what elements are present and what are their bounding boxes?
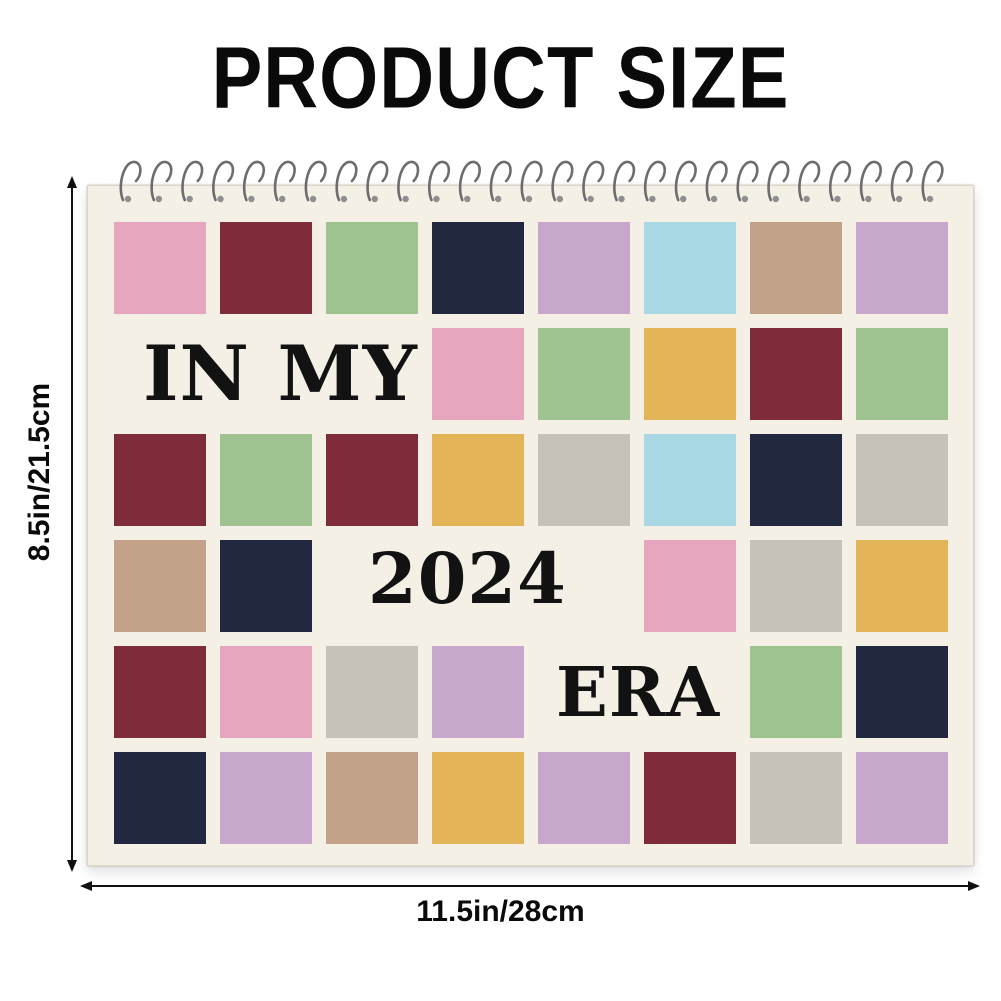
height-arrow-head-bottom bbox=[67, 860, 77, 872]
color-block bbox=[856, 222, 948, 314]
color-block bbox=[432, 222, 524, 314]
color-block bbox=[644, 752, 736, 844]
calendar-cover: IN MY 2024 ERA bbox=[87, 185, 974, 866]
color-block bbox=[114, 222, 206, 314]
color-block bbox=[114, 434, 206, 526]
cover-text-era: ERA bbox=[556, 653, 721, 733]
color-block bbox=[856, 752, 948, 844]
color-block bbox=[538, 328, 630, 420]
width-label: 11.5in/28cm bbox=[416, 895, 585, 928]
color-block bbox=[114, 540, 206, 632]
color-block bbox=[114, 646, 206, 738]
color-block bbox=[856, 434, 948, 526]
color-block bbox=[538, 434, 630, 526]
color-block bbox=[538, 752, 630, 844]
color-block bbox=[750, 222, 842, 314]
width-arrow-head-left bbox=[80, 881, 92, 891]
width-arrow-head-right bbox=[968, 881, 980, 891]
color-block bbox=[326, 434, 418, 526]
color-block bbox=[220, 540, 312, 632]
color-block bbox=[856, 328, 948, 420]
color-block bbox=[750, 540, 842, 632]
color-block bbox=[220, 434, 312, 526]
color-block-grid bbox=[114, 222, 948, 844]
color-block bbox=[220, 752, 312, 844]
color-block bbox=[644, 540, 736, 632]
color-block bbox=[432, 646, 524, 738]
height-label: 8.5in/21.5cm bbox=[23, 382, 56, 562]
color-block bbox=[326, 646, 418, 738]
color-block bbox=[750, 434, 842, 526]
color-block bbox=[220, 222, 312, 314]
color-block bbox=[750, 752, 842, 844]
color-block bbox=[644, 434, 736, 526]
color-block bbox=[750, 328, 842, 420]
color-block bbox=[856, 540, 948, 632]
color-block bbox=[538, 222, 630, 314]
color-block bbox=[432, 434, 524, 526]
color-block bbox=[856, 646, 948, 738]
cover-text-in-my: IN MY bbox=[143, 329, 418, 418]
color-block bbox=[326, 222, 418, 314]
color-block bbox=[432, 752, 524, 844]
color-block bbox=[432, 328, 524, 420]
height-arrow-head-top bbox=[67, 176, 77, 188]
page-title: PRODUCT SIZE bbox=[211, 29, 790, 127]
color-block bbox=[326, 752, 418, 844]
cover-text-year: 2024 bbox=[368, 537, 567, 620]
color-block bbox=[220, 646, 312, 738]
color-block bbox=[644, 222, 736, 314]
color-block bbox=[750, 646, 842, 738]
color-block bbox=[644, 328, 736, 420]
color-block bbox=[114, 752, 206, 844]
